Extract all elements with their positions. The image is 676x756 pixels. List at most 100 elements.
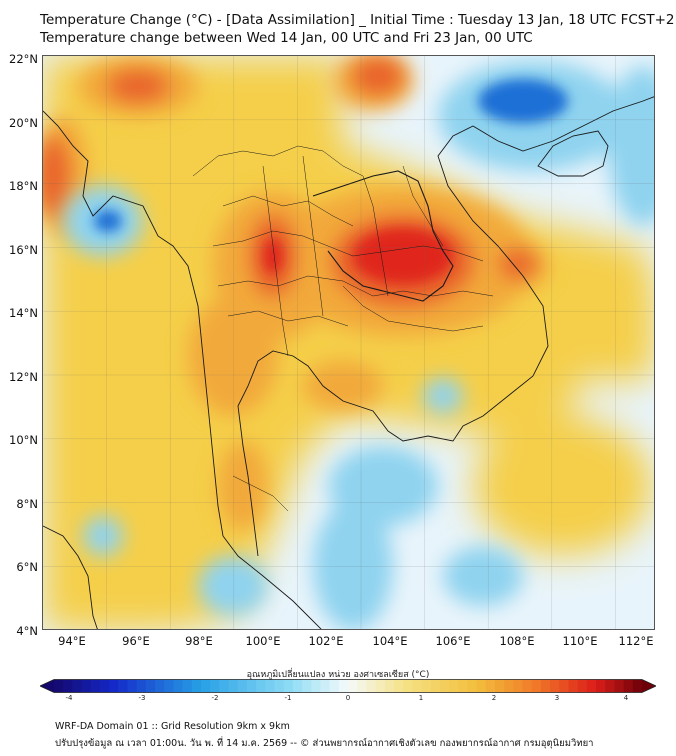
colorbar-segment (449, 679, 459, 693)
colorbar-outline (40, 679, 656, 693)
colorbar-segment (191, 679, 202, 693)
colorbar-tick-4: 4 (623, 694, 629, 702)
colorbar-segment (605, 679, 616, 693)
colorbar-segment (237, 679, 248, 693)
colorbar-segment (412, 679, 423, 693)
lon-label-108e: 108°E (499, 634, 535, 648)
colorbar-segment (228, 679, 239, 693)
colorbar-segment (109, 679, 119, 693)
colorbar-segment (375, 679, 386, 693)
colorbar-segment (513, 679, 524, 693)
lon-label-100e: 100°E (245, 634, 281, 648)
lat-label-8n: 8°N (16, 497, 38, 511)
colorbar-tick-minus2: -2 (211, 694, 219, 702)
lat-label-4n: 4°N (16, 624, 38, 638)
colorbar-segment (476, 679, 487, 693)
field-very-hot-layer (263, 228, 453, 284)
map-canvas (43, 56, 654, 629)
colorbar-segment (393, 679, 404, 693)
colorbar-segment (246, 679, 257, 693)
colorbar-segment (72, 679, 83, 693)
lat-label-6n: 6°N (16, 560, 38, 574)
sumatra-coast (43, 525, 98, 629)
footer-model-info: WRF-DA Domain 01 :: Grid Resolution 9km … (55, 721, 290, 732)
colorbar-segment (338, 679, 349, 693)
colorbar-tick-0: 0 (345, 694, 351, 702)
colorbar-tick-minus3: -3 (138, 694, 146, 702)
coastlines (43, 96, 654, 629)
gulf-of-thailand-coast (237, 96, 654, 557)
lat-label-20n: 20°N (9, 116, 38, 130)
colorbar-segment (467, 679, 478, 693)
colorbar-segment (219, 679, 230, 693)
colorbar-segment (173, 679, 184, 693)
colorbar-segment (136, 679, 147, 693)
grid-lines (43, 56, 654, 629)
temperature-change-map (42, 55, 655, 630)
lon-label-102e: 102°E (308, 634, 344, 648)
province-borders (192, 145, 494, 512)
colorbar-segment (439, 679, 450, 693)
colorbar-segment (274, 679, 285, 693)
colorbar-extend-low (40, 679, 54, 693)
colorbar-segment (292, 679, 303, 693)
colorbar-tick-minus4: -4 (65, 694, 73, 702)
colorbar-segment (329, 679, 340, 693)
colorbar-tick-3: 3 (554, 694, 560, 702)
colorbar-segment (127, 679, 138, 693)
colorbar-segment (302, 679, 312, 693)
colorbar-segment (495, 679, 505, 693)
colorbar-segment (430, 679, 441, 693)
lat-label-14n: 14°N (9, 306, 38, 320)
colorbar-segment (118, 679, 129, 693)
colorbar-segment (614, 679, 625, 693)
lon-label-112e: 112°E (618, 634, 654, 648)
colorbar-segment (348, 679, 358, 693)
lon-label-98e: 98°E (185, 634, 213, 648)
colorbar-segment (320, 679, 331, 693)
colorbar-segment (596, 679, 606, 693)
colorbar-segment (357, 679, 367, 693)
colorbar-segment (265, 679, 276, 693)
footer-credit: ปรับปรุงข้อมูล ณ เวลา 01:00น. วัน พ. ที่… (55, 738, 594, 749)
lon-label-110e: 110°E (562, 634, 598, 648)
colorbar-segments (40, 679, 656, 693)
map-title: Temperature Change (°C) - [Data Assimila… (40, 12, 676, 28)
colorbar-segment (531, 679, 542, 693)
colorbar-segment (577, 679, 588, 693)
lon-label-106e: 106°E (435, 634, 471, 648)
colorbar-caption: อุณหภูมิเปลี่ยนแปลง หน่วย องศาเซลเซียส (… (246, 670, 430, 680)
colorbar-tick-2: 2 (491, 694, 497, 702)
colorbar-segment (81, 679, 92, 693)
colorbar-segment (559, 679, 570, 693)
colorbar-segment (311, 679, 322, 693)
colorbar-segment (182, 679, 193, 693)
mainland-coastline (43, 110, 322, 629)
colorbar-segment (164, 679, 175, 693)
colorbar-segment (586, 679, 597, 693)
lat-label-10n: 10°N (9, 433, 38, 447)
colorbar-segment (550, 679, 560, 693)
colorbar-segment (384, 679, 395, 693)
lat-label-18n: 18°N (9, 179, 38, 193)
colorbar-extend-high (642, 679, 656, 693)
colorbar-segment (201, 679, 211, 693)
lon-label-94e: 94°E (58, 634, 86, 648)
colorbar-tick-minus1: -1 (284, 694, 292, 702)
colorbar-segment (421, 679, 432, 693)
colorbar-segment (63, 679, 73, 693)
colorbar-segment (256, 679, 266, 693)
colorbar-segment (145, 679, 156, 693)
lon-label-96e: 96°E (122, 634, 150, 648)
colorbar-segment (623, 679, 634, 693)
colorbar-segment (155, 679, 165, 693)
lat-label-16n: 16°N (9, 243, 38, 257)
colorbar-segment (403, 679, 413, 693)
colorbar-segment (90, 679, 101, 693)
colorbar-segment (504, 679, 514, 693)
hainan-island (537, 130, 609, 177)
field-cold-layer (94, 79, 568, 232)
colorbar-segment (522, 679, 533, 693)
colorbar-segment (568, 679, 579, 693)
mekong-border (312, 170, 454, 302)
